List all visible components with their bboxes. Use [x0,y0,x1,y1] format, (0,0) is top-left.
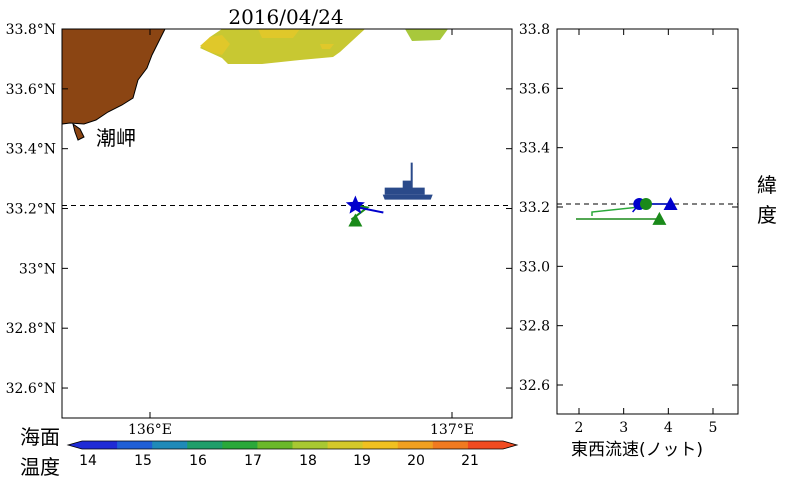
velocity-xlabel: 東西流速(ノット) [571,440,703,460]
colorbar-label-line-2: 温度 [20,455,60,479]
velocity-ytick-label: 33.2 [519,200,550,216]
map-frame [61,28,513,419]
colorbar-tick-label: 16 [189,453,207,469]
place-label: 潮岬 [96,126,136,150]
velocity-panel: 33.8 33.6 33.4 33.2 33.0 32.8 32.6 2 3 4 5 東西流速(ノッ… [519,22,777,460]
sst-patch-warm [320,44,334,49]
colorbar-segment [467,441,504,449]
colorbar-tick-label: 14 [79,453,97,469]
land-shape [61,28,166,125]
map-ytick-label: 33.4°N [6,142,56,158]
velocity-ytick-label: 33.0 [519,259,550,275]
colorbar-segment [222,441,259,449]
sst-patch-warm [200,35,230,55]
map-ytick-label: 33.6°N [6,82,56,98]
colorbar-label-line-1: 海面 [20,425,60,449]
colorbar-bar [66,440,519,450]
velocity-frame [556,28,739,415]
ship-icon [382,194,433,200]
velocity-ytick-label: 32.6 [519,378,550,394]
colorbar: 海面 温度 14 15 16 17 18 19 20 21 [20,425,519,479]
colorbar-ticks: 14 15 16 17 18 19 20 21 [79,453,479,469]
map-xtick-label: 136°E [128,422,172,438]
map-title: 2016/04/24 [228,5,343,29]
map-content [61,28,512,227]
velocity-xtick-label: 2 [575,420,584,436]
velocity-xtick-label: 3 [619,420,628,436]
velocity-triangle-marker [663,197,678,211]
colorbar-segment [432,441,469,449]
colorbar-segment [327,441,364,449]
map-xtick-label: 137°E [430,422,474,438]
position-triangle-marker [348,213,363,227]
velocity-ylabel-char-1: 緯 [757,173,777,197]
colorbar-segment [152,441,188,449]
colorbar-tick-label: 18 [299,453,317,469]
map-frame-bg [62,29,512,418]
ship-superstructure [384,162,425,195]
map-ytick-label: 33.8°N [6,22,56,38]
colorbar-segment [257,441,294,449]
colorbar-segment [187,441,223,449]
cape-shape [72,122,85,141]
map-ytick-label: 32.6°N [6,381,56,397]
velocity-ytick-label: 33.6 [519,81,550,97]
colorbar-tick-label: 15 [134,453,152,469]
velocity-circle-marker [640,198,652,211]
velocity-ytick-label: 33.8 [519,22,550,38]
colorbar-tick-label: 21 [461,453,479,469]
colorbar-max-arrow [503,441,517,449]
colorbar-segment [82,441,118,449]
colorbar-segment [117,441,153,449]
map-panel: 2016/04/24 33.8°N33.6°N33.4°N33.2°N33°N3… [6,5,513,438]
colorbar-min-arrow [68,441,82,449]
sst-patch-east [405,29,448,41]
sst-patch [200,29,365,64]
colorbar-outline [66,440,519,450]
velocity-xtick-label: 5 [709,420,718,436]
sst-patch-warm [258,29,300,38]
velocity-xtick-label: 4 [664,420,673,436]
map-axes: 33.8°N 33.6°N 33.4°N 33.2°N 33°N 32.8°N 32.6°N… [6,22,512,438]
colorbar-segment [292,441,329,449]
velocity-axes: 33.8 33.6 33.4 33.2 33.0 32.8 32.6 2 3 4 5 [519,22,738,436]
map-ytick-label: 33°N [19,261,56,277]
map-ytick-label: 33.2°N [6,202,56,218]
velocity-ytick-label: 32.8 [519,319,550,335]
colorbar-tick-label: 17 [244,453,262,469]
velocity-content [557,197,738,225]
position-star-marker [345,195,365,214]
map-ytick-label: 32.8°N [6,321,56,337]
colorbar-segment [397,441,434,449]
colorbar-tick-label: 20 [407,453,425,469]
colorbar-segment [362,441,399,449]
velocity-ytick-label: 33.4 [519,141,550,157]
velocity-ylabel-char-2: 度 [757,203,777,227]
colorbar-tick-label: 19 [353,453,371,469]
velocity-triangle-marker [652,211,667,225]
